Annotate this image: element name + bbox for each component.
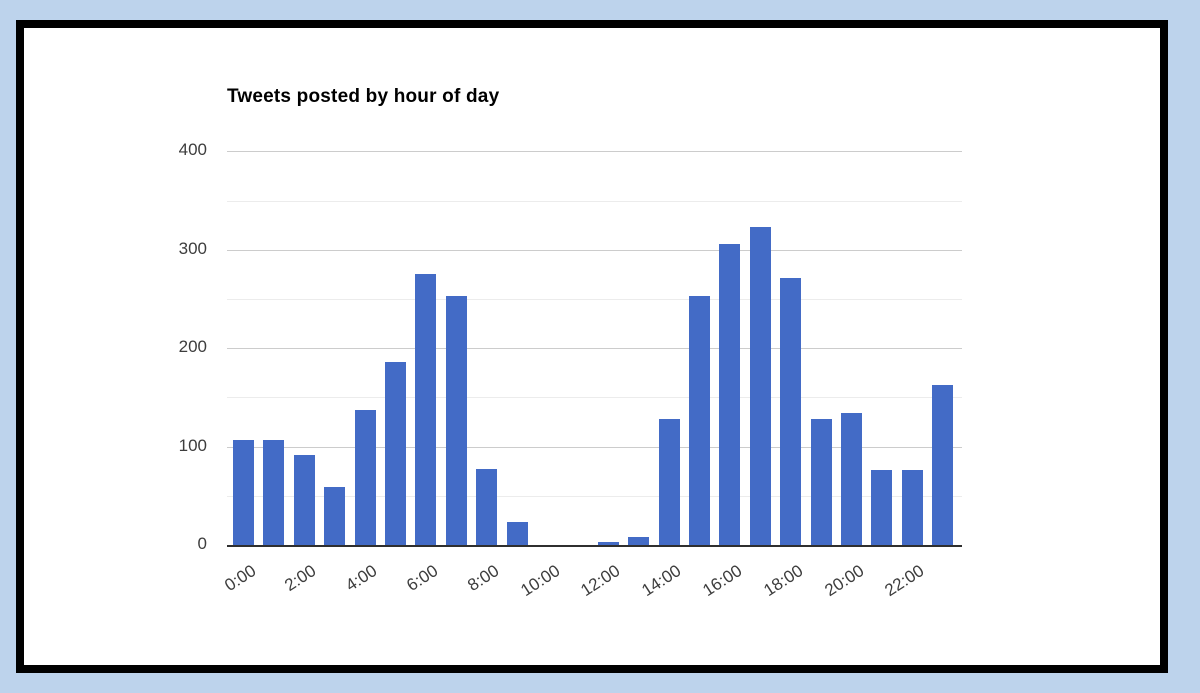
bar (385, 361, 406, 545)
bar (780, 278, 802, 545)
bar (901, 470, 923, 545)
gridline-major (227, 446, 962, 448)
x-tick-label: 8:00 (463, 561, 503, 595)
x-tick-label: 12:00 (577, 561, 624, 601)
y-tick-label: 100 (178, 435, 207, 455)
bar-chart: Tweets posted by hour of day 0 100 200 300 4… (24, 28, 1160, 665)
x-tick-label: 10:00 (516, 561, 563, 601)
y-tick-label: 400 (178, 140, 207, 160)
bar (841, 413, 862, 545)
x-axis-line (227, 545, 962, 547)
bar (476, 469, 498, 545)
bar (415, 274, 437, 545)
x-tick-label: 6:00 (403, 561, 442, 595)
bar (719, 243, 741, 545)
gridline-major (227, 151, 962, 153)
bar (749, 227, 771, 545)
y-tick-label: 0 (197, 534, 207, 553)
gridline-minor (227, 397, 962, 399)
bar (354, 410, 376, 545)
bar (658, 419, 680, 545)
bar (597, 542, 619, 545)
bar (506, 522, 528, 545)
gridline-minor (227, 200, 962, 202)
x-tick-label: 20:00 (820, 561, 867, 601)
chart-title: Tweets posted by hour of day (227, 86, 500, 107)
x-tick-label: 4:00 (342, 561, 381, 595)
bar (263, 439, 285, 545)
bar (689, 296, 710, 545)
x-tick-label: 18:00 (760, 561, 807, 601)
gridline-major (227, 348, 962, 350)
x-tick-label: 16:00 (699, 561, 746, 601)
x-tick-label: 2:00 (281, 561, 320, 595)
bar (871, 470, 893, 545)
x-tick-label: 22:00 (881, 561, 928, 601)
bar (445, 296, 467, 545)
bar (932, 384, 954, 545)
x-tick-label: 14:00 (638, 561, 685, 601)
bar (324, 486, 346, 545)
y-tick-label: 200 (178, 337, 207, 357)
bar (233, 439, 254, 545)
y-tick-label: 300 (178, 238, 207, 258)
bar (628, 537, 650, 545)
chart-panel: Tweets posted by hour of day 0 100 200 300 4… (16, 20, 1168, 673)
bar (810, 419, 832, 545)
gridline-major (227, 249, 962, 251)
bar (293, 455, 315, 545)
gridline-minor (227, 495, 962, 497)
x-tick-label: 0:00 (220, 561, 259, 595)
gridline-minor (227, 299, 962, 300)
